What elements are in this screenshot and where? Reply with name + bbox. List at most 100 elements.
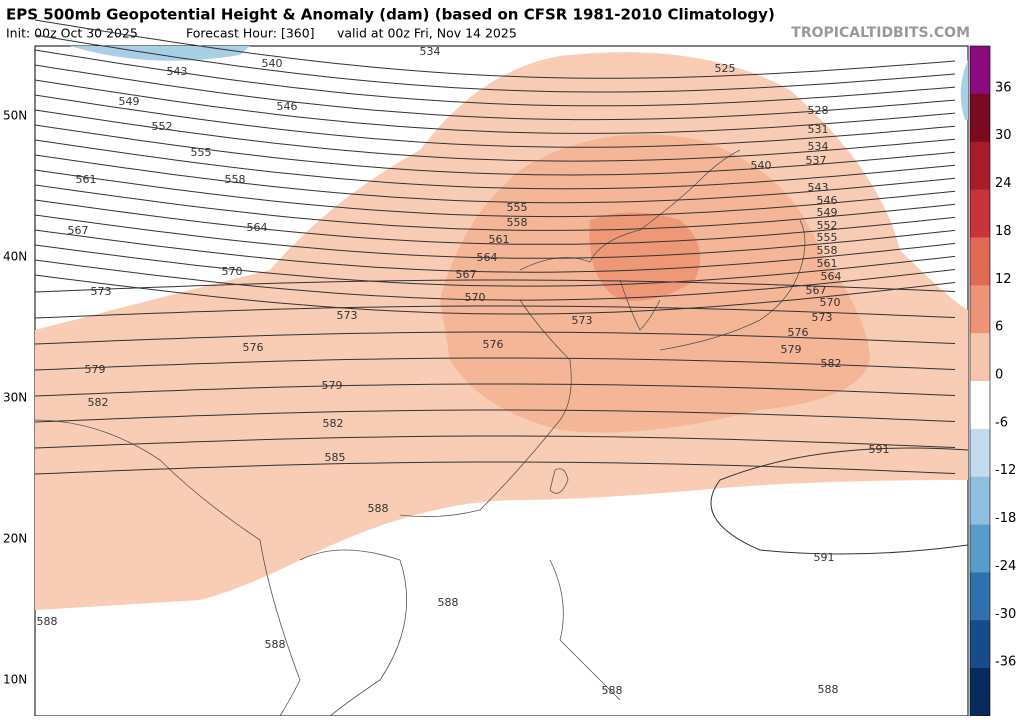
contour-label: 531 bbox=[808, 123, 829, 136]
contour-label: 561 bbox=[76, 173, 97, 186]
contour-label: 576 bbox=[243, 341, 264, 354]
contour-label: 570 bbox=[222, 265, 243, 278]
forecast-hour: Forecast Hour: [360] bbox=[186, 26, 315, 41]
contour-line bbox=[34, 109, 956, 162]
colorbar-swatch bbox=[970, 620, 990, 669]
colorbar-swatch bbox=[970, 668, 990, 717]
contour-line bbox=[34, 305, 956, 319]
contour-line bbox=[34, 124, 956, 176]
contour-label: 582 bbox=[88, 396, 109, 409]
contour-label: 525 bbox=[715, 62, 736, 75]
contour-line bbox=[710, 447, 969, 555]
contour-label: 588 bbox=[818, 683, 839, 696]
contour-label: 534 bbox=[808, 140, 829, 153]
colorbar-swatch bbox=[970, 524, 990, 573]
latitude-labels: 50N 40N 30N 20N 10N bbox=[3, 109, 27, 687]
contour-label: 543 bbox=[808, 181, 829, 194]
valid-time: valid at 00z Fri, Nov 14 2025 bbox=[337, 26, 517, 41]
contour-label: 564 bbox=[477, 251, 498, 264]
contour-label: 579 bbox=[781, 343, 802, 356]
coastline bbox=[549, 559, 621, 701]
colorbar-swatch bbox=[970, 285, 990, 334]
contour-label: 588 bbox=[368, 502, 389, 515]
contour-line bbox=[34, 34, 956, 93]
contour-line bbox=[34, 94, 956, 148]
colorbar-label: 6 bbox=[995, 320, 1003, 335]
colorbar-label: -36 bbox=[995, 655, 1016, 670]
contour-line bbox=[34, 435, 956, 449]
contour-label: 588 bbox=[37, 615, 58, 628]
contour-label: 528 bbox=[808, 104, 829, 117]
contour-label: 534 bbox=[420, 45, 441, 58]
coastline bbox=[399, 299, 572, 518]
contour-line bbox=[34, 279, 956, 293]
latitude-label: 10N bbox=[3, 673, 27, 687]
contour-label: 552 bbox=[817, 219, 838, 232]
colorbar-swatch bbox=[970, 93, 990, 143]
contour-label: 546 bbox=[277, 100, 298, 113]
colorbar-label: 0 bbox=[995, 368, 1003, 383]
contour-label: 582 bbox=[821, 357, 842, 370]
coastlines bbox=[34, 149, 806, 717]
coastline bbox=[549, 468, 569, 494]
colorbar-swatch bbox=[970, 476, 990, 526]
colorbar-label: 30 bbox=[995, 128, 1012, 143]
contour-label: 567 bbox=[806, 284, 827, 297]
contour-label: 558 bbox=[225, 173, 246, 186]
contour-label: 576 bbox=[483, 338, 504, 351]
contour-label: 555 bbox=[817, 231, 838, 244]
negative-anomaly bbox=[960, 60, 968, 120]
colorbar-swatch bbox=[970, 572, 990, 621]
colorbar-label: 12 bbox=[995, 272, 1012, 287]
latitude-label: 30N bbox=[3, 391, 27, 405]
contour-line bbox=[34, 214, 956, 259]
contour-line bbox=[34, 383, 956, 397]
contours bbox=[34, 19, 969, 555]
contour-label: 552 bbox=[152, 120, 173, 133]
colorbar-label: -18 bbox=[995, 511, 1016, 526]
contour-label: 573 bbox=[812, 311, 833, 324]
contour-label: 564 bbox=[247, 221, 268, 234]
coastline bbox=[299, 549, 408, 717]
coastline bbox=[34, 419, 301, 717]
positive-anomaly bbox=[589, 212, 700, 301]
contour-label: 567 bbox=[68, 224, 89, 237]
contour-line bbox=[34, 229, 956, 273]
colorbar-swatch bbox=[970, 237, 990, 286]
contour-label: 567 bbox=[456, 268, 477, 281]
contour-line bbox=[34, 357, 956, 371]
contour-label: 576 bbox=[788, 326, 809, 339]
contour-line bbox=[34, 139, 956, 190]
contour-line bbox=[34, 331, 956, 345]
contour-label: 579 bbox=[85, 363, 106, 376]
contour-line bbox=[34, 64, 956, 121]
contour-line bbox=[34, 49, 956, 107]
colorbar-label: 24 bbox=[995, 176, 1012, 191]
contour-label: 585 bbox=[325, 451, 346, 464]
contour-label: 561 bbox=[817, 257, 838, 270]
colorbar-swatch bbox=[970, 428, 990, 478]
contour-label: 564 bbox=[821, 270, 842, 283]
colorbar-swatch bbox=[970, 381, 990, 430]
colorbar-swatch bbox=[970, 141, 990, 191]
contour-label: 540 bbox=[262, 57, 283, 70]
contour-line bbox=[34, 184, 956, 231]
contour-label: 549 bbox=[817, 206, 838, 219]
contour-label: 573 bbox=[91, 285, 112, 298]
contour-line bbox=[34, 244, 956, 287]
colorbar-swatch bbox=[970, 333, 990, 382]
latitude-label: 50N bbox=[3, 109, 27, 123]
colorbar-label: -24 bbox=[995, 559, 1016, 574]
colorbar: 36 30 24 18 12 6 0 -6 -12 -18 -24 -30 -36 bbox=[969, 45, 1016, 717]
title: EPS 500mb Geopotential Height & Anomaly … bbox=[6, 6, 775, 24]
init-time: Init: 00z Oct 30 2025 bbox=[6, 26, 138, 41]
contour-line bbox=[34, 274, 956, 315]
contour-label: 561 bbox=[489, 233, 510, 246]
contour-line bbox=[34, 199, 956, 245]
contour-label: 555 bbox=[507, 201, 528, 214]
colorbar-swatch bbox=[970, 189, 990, 238]
coastline bbox=[659, 219, 806, 351]
contour-label: 579 bbox=[322, 379, 343, 392]
credit: TROPICALTIDBITS.COM bbox=[791, 25, 970, 41]
contour-label: 549 bbox=[119, 95, 140, 108]
